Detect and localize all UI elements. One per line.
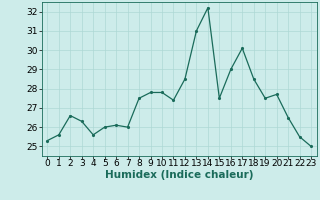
X-axis label: Humidex (Indice chaleur): Humidex (Indice chaleur) [105, 170, 253, 180]
